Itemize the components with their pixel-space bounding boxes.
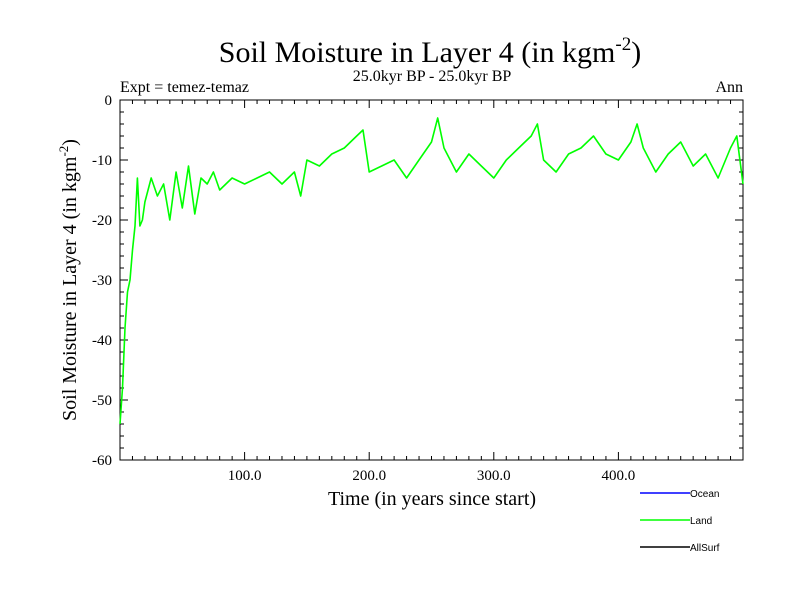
series-line-land xyxy=(119,117,744,425)
x-tick-label: 300.0 xyxy=(477,468,511,484)
expt-label: Expt = temez-temaz xyxy=(120,79,249,96)
x-tick-label: 200.0 xyxy=(352,468,386,484)
legend-label-ocean: Ocean xyxy=(690,489,719,500)
y-tick-label: 0 xyxy=(105,93,113,109)
axes-group: 0 -10 -20 -30 -40 -50 -60 100.0 200.0 300.0 400.0 xyxy=(92,93,743,484)
x-tick-label: 400.0 xyxy=(602,468,636,484)
series-group xyxy=(119,117,744,425)
x-tick-label: 100.0 xyxy=(228,468,262,484)
legend-label-allsurf: AllSurf xyxy=(690,543,720,554)
chart-subtitle: 25.0kyr BP - 25.0kyr BP xyxy=(353,68,512,85)
legend-label-land: Land xyxy=(690,516,712,527)
y-tick-label: -10 xyxy=(92,153,112,169)
y-tick-label: -40 xyxy=(92,333,112,349)
chart-title: Soil Moisture in Layer 4 (in kgm-2) xyxy=(219,34,641,69)
plot-frame xyxy=(119,99,744,461)
legend: Ocean Land AllSurf xyxy=(640,489,720,554)
y-tick-label: -60 xyxy=(92,453,112,469)
y-axis-label: Soil Moisture in Layer 4 (in kgm-2) xyxy=(56,139,81,421)
y-tick-label: -50 xyxy=(92,393,112,409)
y-tick-label: -20 xyxy=(92,213,112,229)
y-tick-label: -30 xyxy=(92,273,112,289)
x-axis-label: Time (in years since start) xyxy=(328,488,536,510)
period-label: Ann xyxy=(715,79,743,96)
